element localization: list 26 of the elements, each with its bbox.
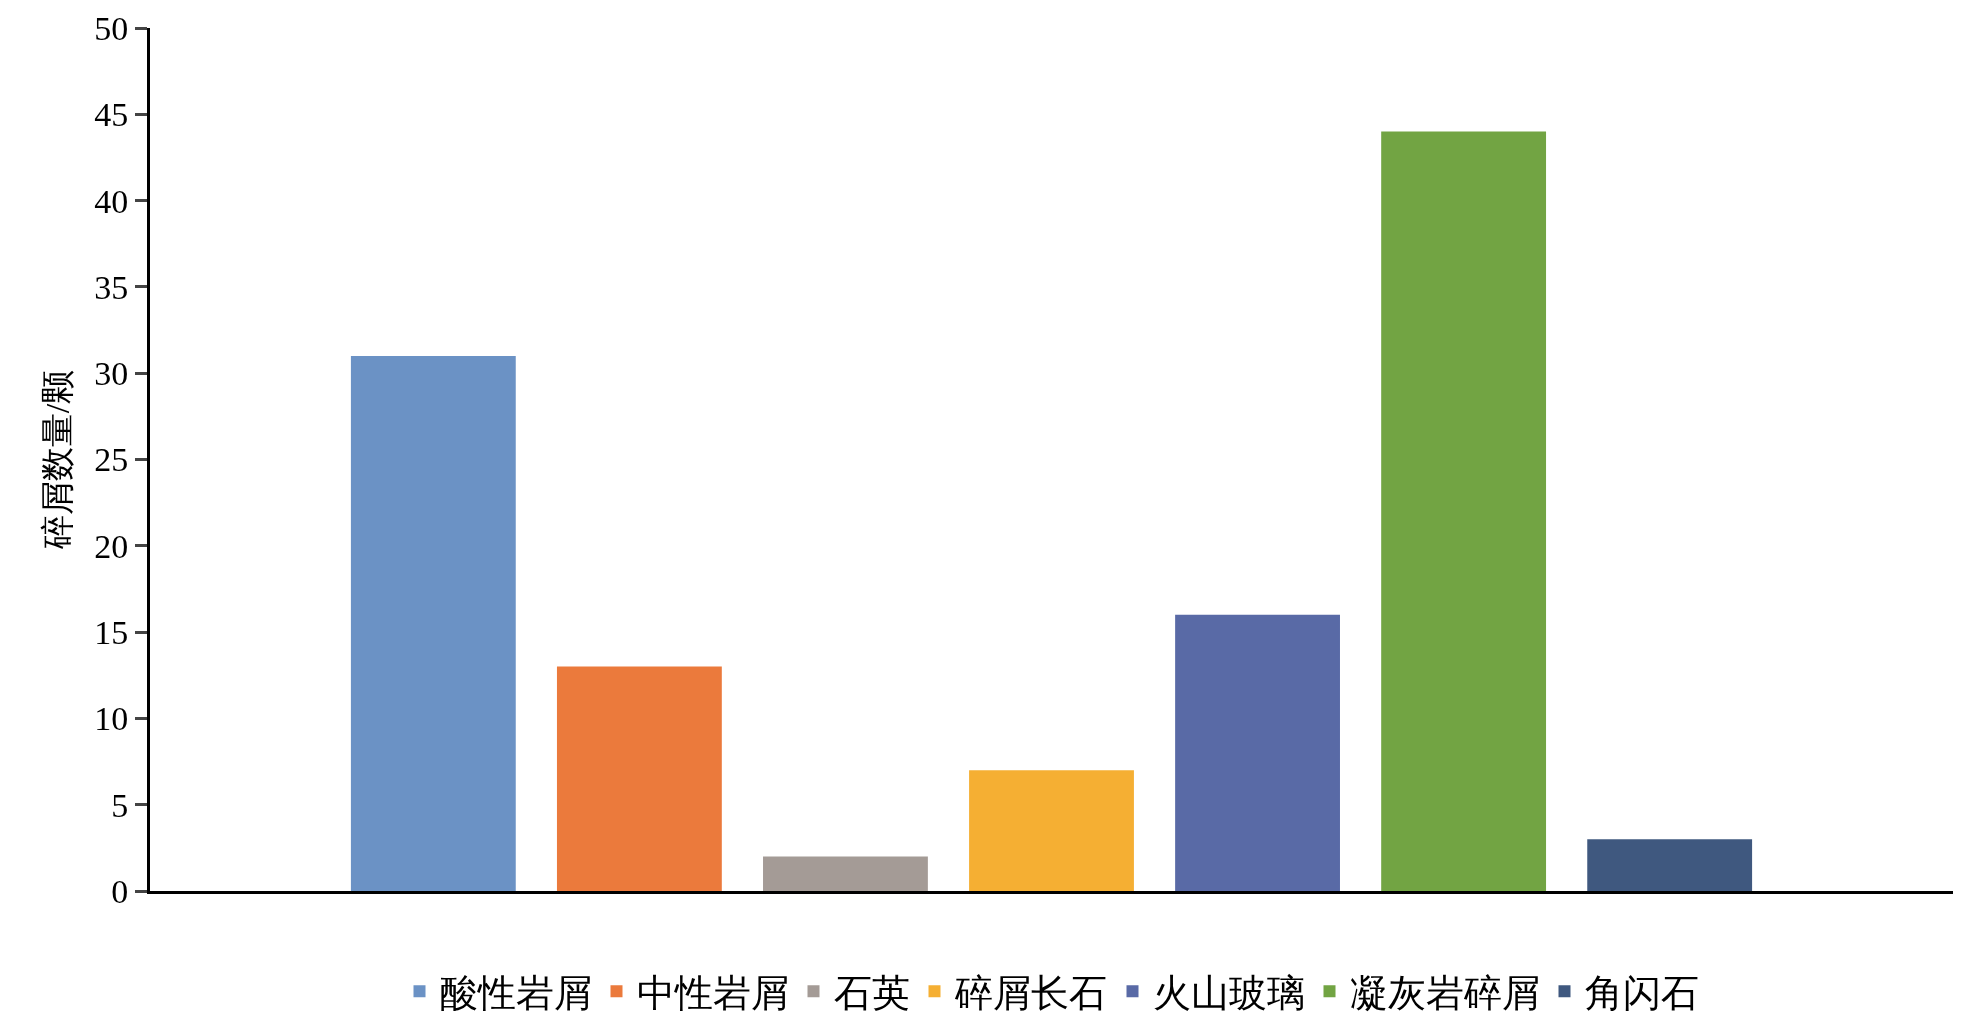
bar: [1381, 131, 1547, 891]
y-tick-label: 35: [94, 268, 129, 306]
y-tick-label: 20: [94, 527, 129, 565]
bar: [1587, 839, 1753, 891]
legend-label: 中性岩屑: [636, 972, 789, 1015]
bar: [969, 770, 1134, 891]
y-tick-label: 10: [94, 700, 129, 738]
y-tick-label: 40: [94, 182, 129, 220]
bar: [556, 666, 722, 891]
bar: [350, 355, 516, 891]
y-tick-label: 5: [111, 786, 129, 824]
y-tick-label: 50: [94, 9, 129, 47]
legend-label: 碎屑长石: [953, 972, 1107, 1015]
bar: [1175, 614, 1340, 891]
y-tick-label: 45: [94, 96, 129, 134]
legend-label: 凝灰岩碎屑: [1349, 972, 1540, 1015]
legend-label: 石英: [833, 972, 910, 1015]
y-tick-label: 30: [94, 355, 129, 393]
y-tick-label: 15: [94, 614, 129, 651]
y-tick-label: 25: [94, 441, 129, 479]
y-tick-label: 0: [111, 872, 129, 910]
bar: [763, 856, 928, 891]
legend-label: 火山玻璃: [1152, 972, 1305, 1015]
legend-label: 酸性岩屑: [439, 972, 592, 1015]
y-axis-title: 碎屑数量/颗: [38, 369, 76, 551]
legend-label: 角闪石: [1584, 972, 1699, 1015]
